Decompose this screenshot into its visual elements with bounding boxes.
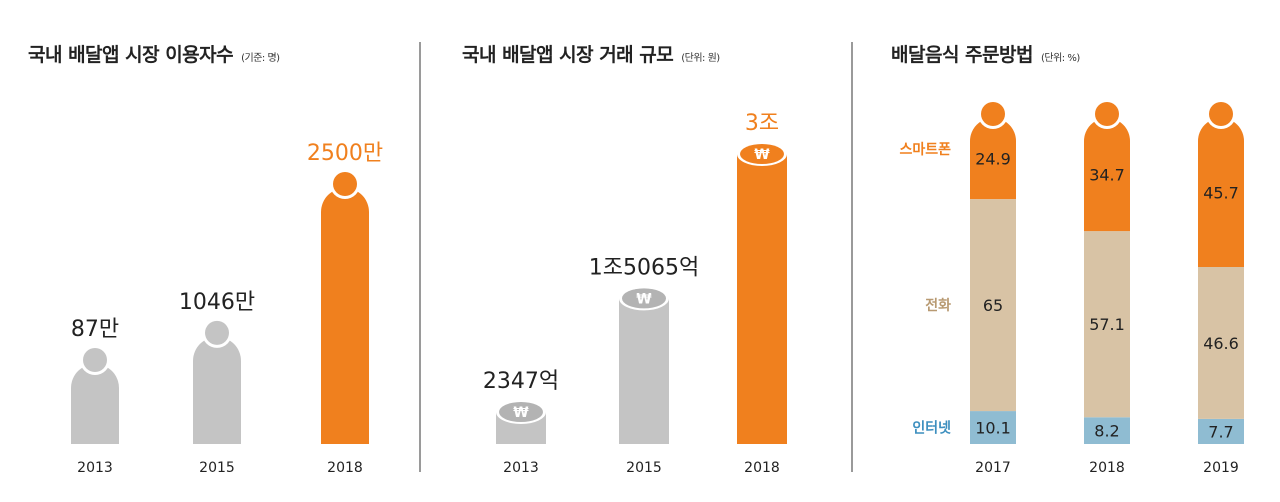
unit-label: (기준: 명): [241, 53, 280, 64]
panel-title: 배달음식 주문방법 (단위: %): [891, 40, 1080, 67]
legend-label: 인터넷: [912, 420, 951, 437]
coin-top: [622, 288, 666, 309]
panel-users: 국내 배달앱 시장 이용자수 (기준: 명) 87만 2013 1046만 2015 25…: [0, 0, 420, 502]
title-text: 국내 배달앱 시장 거래 규모: [462, 44, 674, 66]
x-tick-label: 2017: [975, 460, 1011, 476]
data-label: 10.1: [975, 419, 1011, 438]
bar-segment: [970, 411, 1016, 444]
x-tick-label: 2018: [327, 460, 363, 476]
divider-2: [851, 42, 853, 472]
unit-label: (단위: 원): [681, 53, 720, 64]
bar-body: [193, 336, 241, 444]
x-tick-label: 2015: [626, 460, 662, 476]
bar-head: [205, 320, 229, 345]
bar-body: [619, 298, 669, 444]
divider-1: [419, 42, 421, 472]
data-label: 57.1: [1089, 315, 1125, 334]
data-label: 7.7: [1208, 422, 1233, 441]
x-tick-label: 2018: [744, 460, 780, 476]
title-text: 국내 배달앱 시장 이용자수: [28, 44, 234, 66]
coin-top: [740, 144, 784, 164]
data-label: 1조5065억: [589, 255, 699, 280]
bar-segment: [1084, 231, 1130, 418]
title-text: 배달음식 주문방법: [891, 44, 1033, 66]
panel-title: 국내 배달앱 시장 거래 규모 (단위: 원): [462, 40, 720, 67]
data-label: 8.2: [1094, 422, 1119, 441]
x-tick-label: 2013: [503, 460, 539, 476]
bar-body: [321, 188, 369, 444]
x-tick-label: 2018: [1089, 460, 1125, 476]
data-label: 45.7: [1203, 183, 1239, 202]
bar-segment: [970, 199, 1016, 412]
data-label: 2347억: [483, 369, 559, 394]
unit-label: (단위: %): [1040, 53, 1080, 64]
legend-label: 전화: [925, 297, 951, 314]
panel-title: 국내 배달앱 시장 이용자수 (기준: 명): [28, 40, 280, 67]
bar-segment: [1084, 417, 1130, 444]
data-label: 46.6: [1203, 334, 1239, 353]
bar-head: [1095, 102, 1119, 126]
panel-market-size: 국내 배달앱 시장 거래 규모 (단위: 원) ₩2347억 2013 ₩1조5065…: [420, 0, 850, 502]
legend-label: 스마트폰: [899, 142, 951, 158]
bar-head: [333, 172, 357, 196]
bar-head: [1209, 102, 1233, 126]
bar-segment: [970, 118, 1016, 200]
coin-symbol: ₩: [636, 291, 652, 307]
data-label: 3조: [745, 111, 779, 136]
data-label: 87만: [71, 317, 119, 342]
data-label: 65: [983, 296, 1003, 315]
bar-segment: [1198, 266, 1244, 419]
data-label: 2500만: [307, 141, 383, 166]
x-tick-label: 2019: [1203, 460, 1239, 476]
x-tick-label: 2013: [77, 460, 113, 476]
bar-body: [71, 364, 119, 444]
bar-head: [981, 102, 1005, 126]
market-size-chart: ₩2347억 2013 ₩1조5065억 2015 ₩3조 2018: [483, 111, 787, 476]
data-label: 1046만: [179, 290, 255, 315]
x-tick-label: 2015: [199, 460, 235, 476]
data-label: 24.9: [975, 150, 1011, 169]
bar-segment: [1084, 118, 1130, 232]
bar-segment: [1198, 418, 1244, 444]
coin-symbol: ₩: [513, 405, 529, 421]
order-method-chart: 10.1 65 24.9 2017 8.2 57.1 34.7 2018 7.7 46.6 45.7…: [899, 99, 1244, 476]
bar-segment: [1198, 118, 1244, 267]
bar-body: [737, 154, 787, 444]
data-label: 34.7: [1089, 166, 1125, 185]
coin-symbol: ₩: [754, 147, 770, 163]
coin-top: [499, 402, 543, 422]
users-chart: 87만 2013 1046만 2015 2500만 2018: [71, 141, 383, 476]
panel-order-method: 배달음식 주문방법 (단위: %) 10.1 65 24.9 2017 8.2 57.1 34…: [853, 0, 1280, 502]
bar-head: [83, 348, 107, 372]
